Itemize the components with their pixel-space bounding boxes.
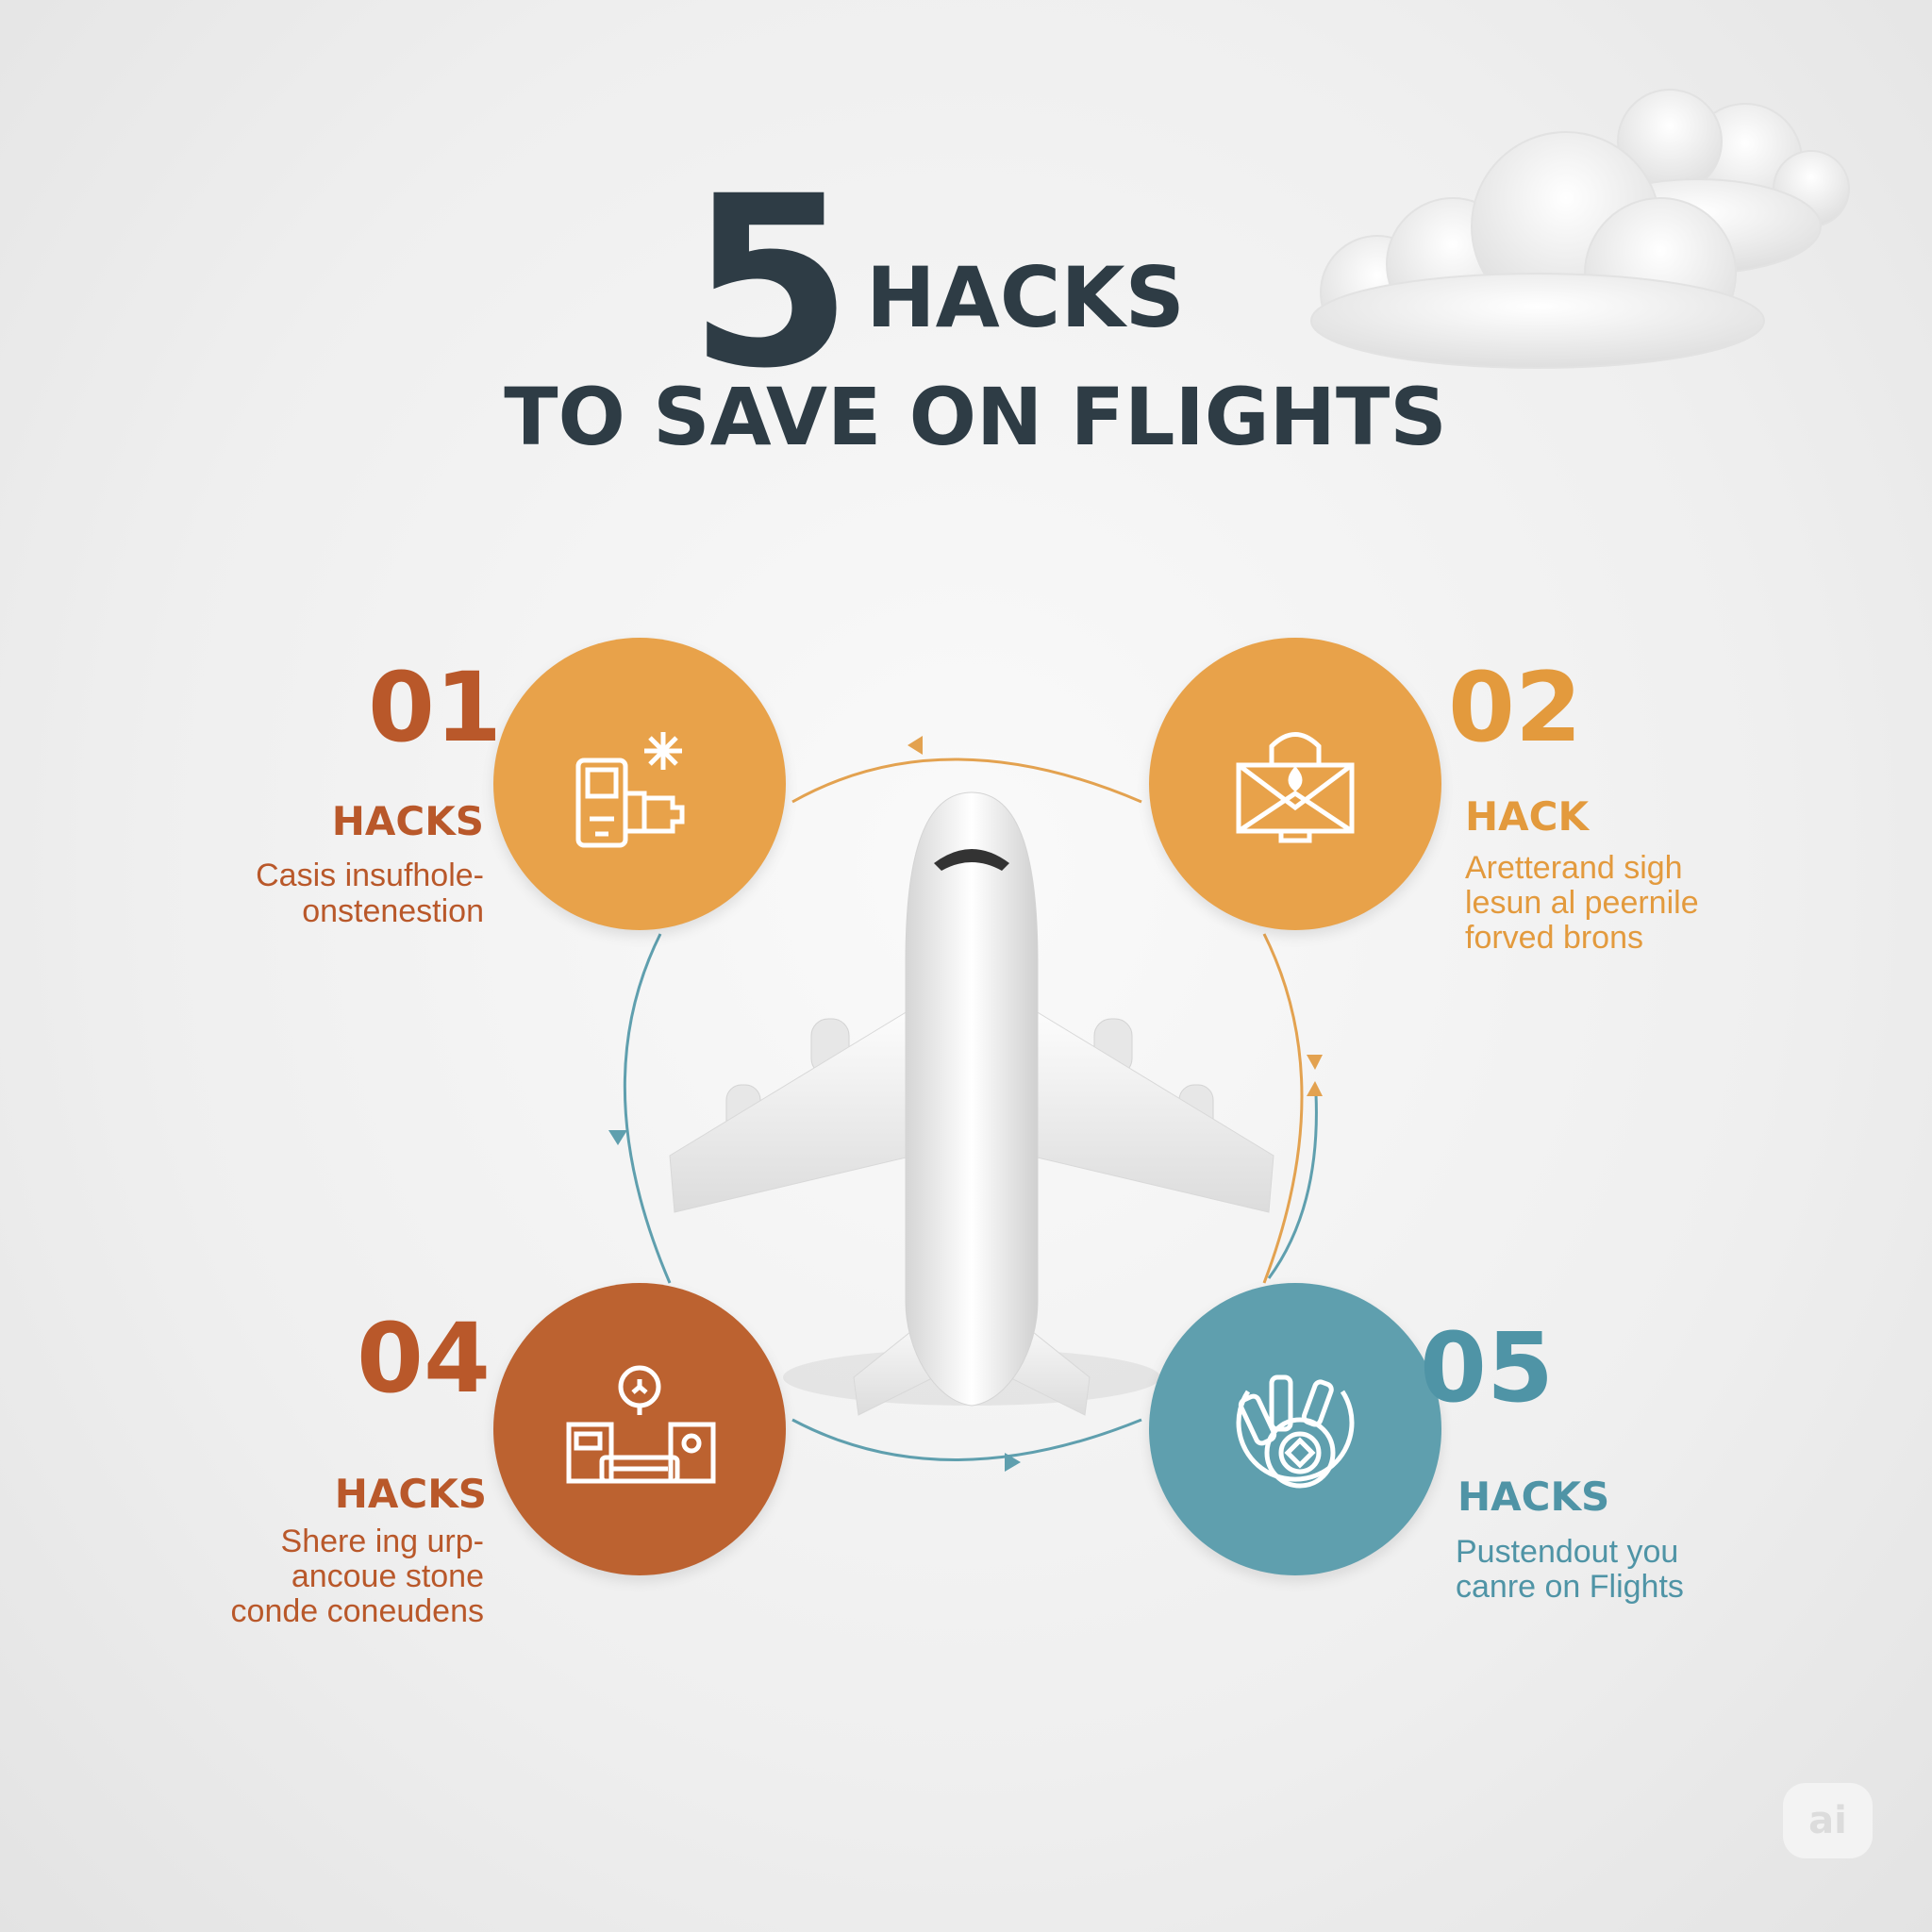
hack-02-desc-1: Aretterand sigh (1465, 850, 1683, 886)
cloud-illustration (1310, 89, 1850, 369)
arc-right (1262, 933, 1304, 1284)
arrow-top (908, 736, 923, 755)
title-number: 5 (689, 145, 853, 420)
arrow-bottom (1005, 1453, 1021, 1472)
hack-05-desc-1: Pustendout you (1456, 1534, 1679, 1570)
hack-04-circle (493, 1283, 786, 1575)
arc-bottom (791, 1418, 1142, 1461)
hack-04-label: HACKS (334, 1471, 487, 1517)
hack-01-label: HACKS (331, 798, 484, 844)
hack-04-desc-3: conde coneudens (230, 1593, 484, 1629)
bag-icon (1236, 732, 1355, 843)
airplane-illustration (669, 791, 1274, 1416)
subtitle: TO SAVE ON FLIGHTS (0, 377, 1932, 457)
hack-02-desc-3: forved brons (1465, 920, 1643, 956)
hack-05-label: HACKS (1457, 1474, 1610, 1520)
hack-02-circle (1149, 638, 1441, 930)
hack-05-number: 05 (1420, 1312, 1554, 1424)
hack-01-desc-2: onstenestion (302, 893, 484, 929)
hack-04-desc-1: Shere ing urp- (280, 1524, 484, 1559)
arc-left (623, 933, 672, 1284)
coin-bottles-icon (1236, 1374, 1355, 1489)
hack-02-label: HACK (1465, 793, 1590, 840)
hack-05-desc-2: canre on Flights (1456, 1569, 1684, 1605)
arrow-right-1 (1307, 1055, 1323, 1070)
hack-04-desc-2: ancoue stone (291, 1558, 484, 1594)
ai-badge: ai (1783, 1783, 1873, 1858)
hack-02-desc-2: lesun al peernile (1465, 885, 1699, 921)
arrow-right-2 (1307, 1081, 1323, 1096)
subtitle-text: TO SAVE ON FLIGHTS (504, 371, 1447, 463)
arc-right-lower (1267, 1093, 1318, 1279)
hack-04-number: 04 (357, 1303, 491, 1415)
hack-01-desc-1: Casis insufhole- (256, 858, 484, 893)
arrow-left (608, 1130, 627, 1145)
kiosk-icon (575, 732, 685, 848)
arc-top (791, 758, 1142, 804)
airport-gate-icon (566, 1365, 716, 1484)
hack-01-circle (493, 638, 786, 930)
title-word: HACKS (866, 249, 1185, 346)
hack-01-number: 01 (368, 652, 502, 764)
hack-02-number: 02 (1448, 652, 1582, 764)
hack-05-circle (1149, 1283, 1441, 1575)
